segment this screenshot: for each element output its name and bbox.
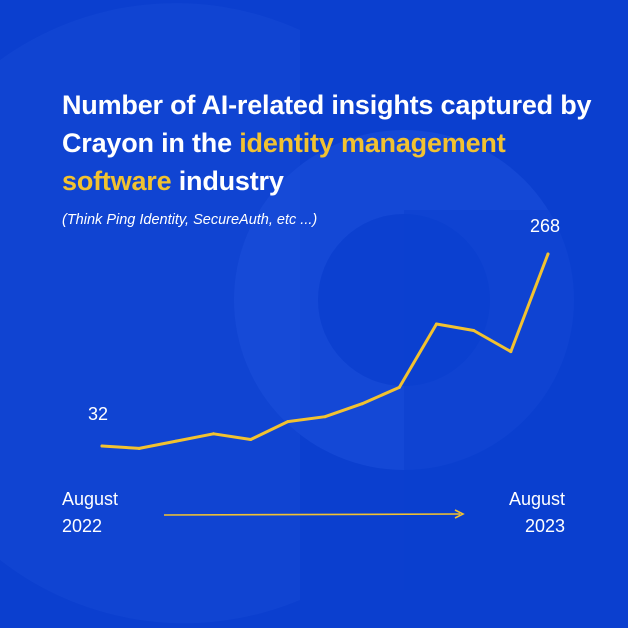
data-point <box>137 446 141 450</box>
data-point <box>323 415 327 419</box>
title-part-2: industry <box>171 166 284 196</box>
time-arrow-line <box>163 513 461 516</box>
data-point <box>174 439 178 443</box>
data-point <box>397 385 401 389</box>
data-point <box>546 252 550 256</box>
data-point <box>360 402 364 406</box>
title-highlight: identity management software <box>62 128 506 196</box>
x-end-year: 2023 <box>524 516 565 536</box>
chart-subtitle: (Think Ping Identity, SecureAuth, etc ..… <box>62 212 318 228</box>
data-point <box>100 444 104 448</box>
x-end-month: August <box>508 489 565 509</box>
chart-title: Number of AI-related insights captured b… <box>62 86 592 200</box>
data-point <box>286 420 290 424</box>
x-start-date-label: August 2022 <box>62 486 118 540</box>
data-point <box>249 437 253 441</box>
data-point <box>472 328 476 332</box>
arrow-head-icon <box>454 509 465 519</box>
end-value-label: 268 <box>530 216 561 236</box>
data-point <box>435 322 438 326</box>
x-start-year: 2022 <box>62 516 103 536</box>
data-point <box>509 350 513 354</box>
title-part-1: Number of AI-related insights captured b… <box>62 90 592 158</box>
series-line <box>100 252 550 450</box>
x-end-date-label: August 2023 <box>509 486 565 540</box>
start-value-label: 32 <box>88 404 109 424</box>
x-start-month: August <box>62 489 119 509</box>
data-point <box>212 432 215 436</box>
